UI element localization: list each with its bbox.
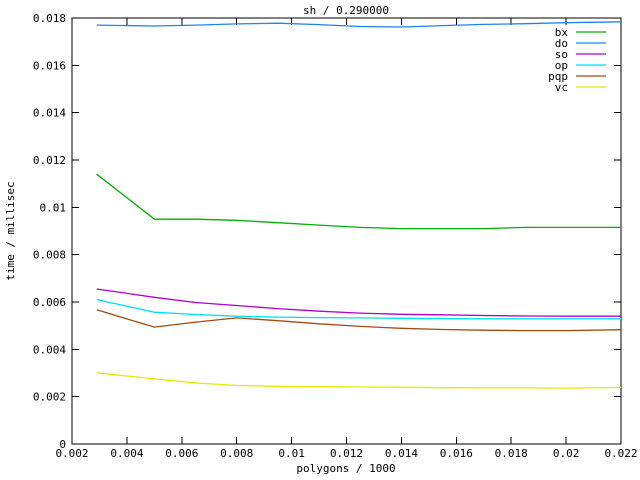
x-tick-label: 0.01 [278, 447, 305, 460]
y-tick-label: 0.014 [33, 107, 66, 120]
y-axis-label: time / millisec [4, 181, 17, 280]
data-series [96, 21, 622, 389]
legend-label-vc: vc [555, 81, 568, 94]
x-tick-label: 0.016 [440, 447, 473, 460]
x-tick-label: 0.02 [553, 447, 580, 460]
legend-label-so: so [555, 48, 568, 61]
y-tick-label: 0.004 [33, 343, 66, 356]
series-line-do [96, 21, 622, 28]
series-line-vc [96, 372, 622, 389]
x-tick-label: 0.002 [55, 447, 88, 460]
series-line-bx [96, 173, 621, 230]
legend-label-op: op [555, 59, 568, 72]
y-tick-label: 0.012 [33, 154, 66, 167]
x-tick-label: 0.004 [110, 447, 143, 460]
x-tick-label: 0.012 [330, 447, 363, 460]
y-tick-label: 0.008 [33, 249, 66, 262]
legend-label-bx: bx [555, 26, 569, 39]
y-tick-label: 0.002 [33, 391, 66, 404]
chart-title: sh / 0.290000 [303, 4, 389, 17]
legend-label-do: do [555, 37, 568, 50]
y-tick-label: 0.01 [40, 201, 67, 214]
plot-border [71, 17, 622, 445]
series-line-so [96, 288, 621, 317]
x-tick-label: 0.006 [165, 447, 198, 460]
x-tick-label: 0.014 [385, 447, 418, 460]
x-tick-label: 0.018 [495, 447, 528, 460]
x-axis-label: polygons / 1000 [296, 462, 395, 475]
series-line-pqp [96, 309, 622, 332]
axis-ticks: 0.002 0.004 0.006 0.008 0.01 0.012 0.014 0.016 0… [33, 12, 638, 460]
y-tick-label: 0.018 [33, 12, 66, 25]
legend-label-pqp: pqp [548, 70, 568, 83]
series-line-op [96, 298, 621, 320]
y-tick-label: 0.016 [33, 59, 66, 72]
x-tick-label: 0.008 [220, 447, 253, 460]
x-tick-label: 0.022 [604, 447, 637, 460]
y-tick-label: 0 [59, 438, 66, 451]
y-tick-label: 0.006 [33, 296, 66, 309]
